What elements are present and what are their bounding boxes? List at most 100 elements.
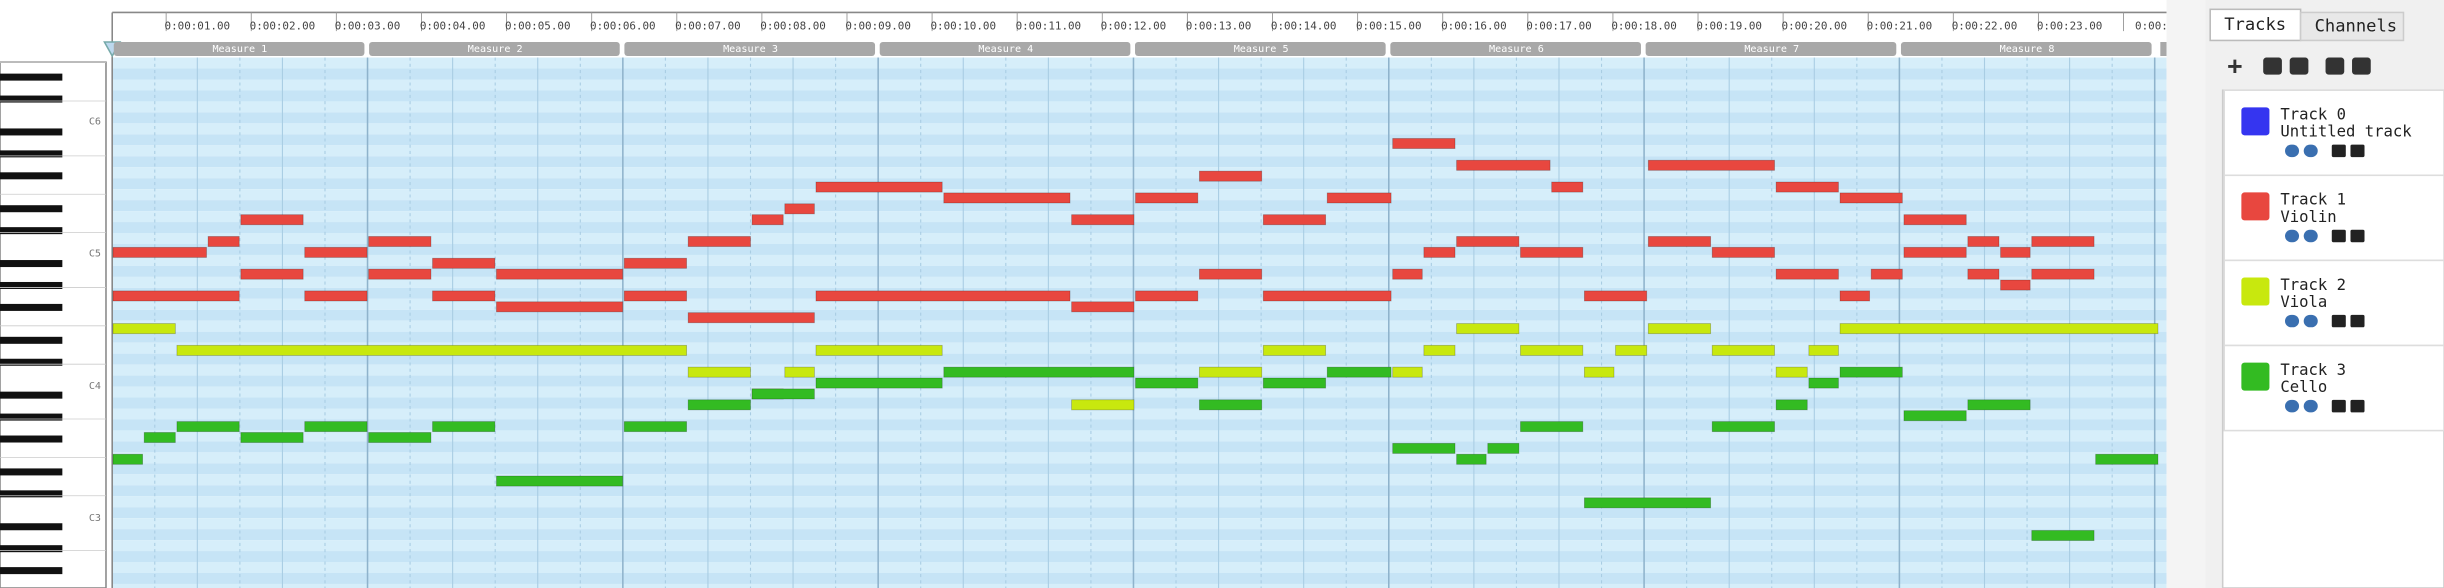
- note[interactable]: [1584, 366, 1615, 378]
- note[interactable]: [368, 268, 432, 280]
- note[interactable]: [1775, 399, 1808, 411]
- note[interactable]: [1711, 421, 1775, 433]
- note[interactable]: [1199, 366, 1263, 378]
- note[interactable]: [623, 421, 687, 433]
- note[interactable]: [623, 257, 687, 269]
- note[interactable]: [496, 268, 624, 280]
- note[interactable]: [432, 290, 496, 302]
- track-action[interactable]: [2331, 144, 2346, 158]
- note[interactable]: [1392, 138, 1456, 149]
- track-action[interactable]: [2350, 229, 2365, 243]
- note[interactable]: [112, 323, 176, 335]
- note[interactable]: [1584, 497, 1712, 509]
- note[interactable]: [2031, 268, 2095, 280]
- note[interactable]: [1456, 236, 1520, 247]
- note[interactable]: [240, 432, 304, 443]
- note[interactable]: [112, 290, 240, 302]
- track-action[interactable]: [2350, 399, 2365, 413]
- note[interactable]: [1071, 301, 1135, 313]
- track-toggle[interactable]: [2285, 229, 2300, 243]
- track-color[interactable]: [2241, 192, 2270, 221]
- note[interactable]: [1839, 366, 1903, 378]
- track-toggle[interactable]: [2285, 314, 2300, 328]
- tool-button[interactable]: [2263, 57, 2282, 75]
- note[interactable]: [687, 399, 751, 411]
- note[interactable]: [1392, 442, 1456, 454]
- note[interactable]: [1903, 214, 1967, 226]
- note[interactable]: [1262, 290, 1392, 302]
- note[interactable]: [368, 236, 432, 247]
- note[interactable]: [1520, 246, 1584, 258]
- note[interactable]: [176, 344, 687, 356]
- note[interactable]: [1839, 192, 1903, 204]
- note[interactable]: [1423, 246, 1456, 258]
- note[interactable]: [1487, 442, 1520, 454]
- note[interactable]: [143, 432, 176, 443]
- note[interactable]: [687, 236, 751, 247]
- note[interactable]: [784, 203, 815, 215]
- note[interactable]: [1071, 214, 1135, 226]
- track-toggle[interactable]: [2303, 144, 2318, 158]
- track-color[interactable]: [2241, 107, 2270, 136]
- track-color[interactable]: [2241, 362, 2270, 391]
- note[interactable]: [207, 236, 240, 247]
- track-toggle[interactable]: [2303, 229, 2318, 243]
- note[interactable]: [2000, 246, 2031, 258]
- note[interactable]: [1967, 399, 2031, 411]
- note[interactable]: [1808, 377, 1839, 389]
- note[interactable]: [1262, 214, 1327, 226]
- note[interactable]: [1135, 192, 1199, 204]
- note[interactable]: [1903, 246, 1967, 258]
- note[interactable]: [240, 214, 304, 226]
- note[interactable]: [112, 246, 207, 258]
- note[interactable]: [2031, 236, 2095, 247]
- track-toggle[interactable]: [2285, 399, 2300, 413]
- note[interactable]: [943, 366, 1135, 378]
- note[interactable]: [1870, 268, 1903, 280]
- note[interactable]: [1967, 268, 2000, 280]
- note[interactable]: [623, 290, 687, 302]
- note[interactable]: [304, 290, 368, 302]
- tool-button[interactable]: [2352, 57, 2371, 75]
- note[interactable]: [1135, 290, 1199, 302]
- note[interactable]: [1615, 344, 1648, 356]
- note[interactable]: [784, 366, 815, 378]
- tab[interactable]: [2209, 8, 2302, 42]
- note[interactable]: [432, 257, 496, 269]
- note[interactable]: [1071, 399, 1135, 411]
- note[interactable]: [1967, 236, 2000, 247]
- note[interactable]: [1551, 181, 1584, 193]
- note[interactable]: [1520, 344, 1584, 356]
- note[interactable]: [2000, 279, 2031, 291]
- note[interactable]: [496, 475, 624, 487]
- note[interactable]: [304, 421, 368, 433]
- note[interactable]: [2031, 530, 2095, 541]
- note[interactable]: [1326, 192, 1392, 204]
- note[interactable]: [815, 290, 1071, 302]
- tab-label[interactable]: Tracks: [2224, 15, 2286, 35]
- note[interactable]: [1392, 268, 1423, 280]
- note[interactable]: [1839, 323, 2159, 335]
- note[interactable]: [1392, 366, 1423, 378]
- note[interactable]: [1647, 236, 1712, 247]
- add-track-button[interactable]: +: [2227, 51, 2242, 80]
- note[interactable]: [1775, 181, 1839, 193]
- track-action[interactable]: [2331, 229, 2346, 243]
- tool-button[interactable]: [2325, 57, 2345, 75]
- note[interactable]: [1520, 421, 1584, 433]
- note[interactable]: [1647, 323, 1712, 335]
- track-action[interactable]: [2331, 399, 2346, 413]
- note[interactable]: [496, 301, 624, 313]
- note[interactable]: [1775, 366, 1808, 378]
- note[interactable]: [1199, 399, 1263, 411]
- note[interactable]: [1199, 268, 1263, 280]
- note[interactable]: [176, 421, 240, 433]
- note[interactable]: [1808, 344, 1839, 356]
- track-action[interactable]: [2350, 314, 2365, 328]
- note[interactable]: [432, 421, 496, 433]
- note[interactable]: [751, 388, 815, 400]
- note[interactable]: [1135, 377, 1199, 389]
- note[interactable]: [1711, 246, 1775, 258]
- note[interactable]: [815, 377, 943, 389]
- note[interactable]: [240, 268, 304, 280]
